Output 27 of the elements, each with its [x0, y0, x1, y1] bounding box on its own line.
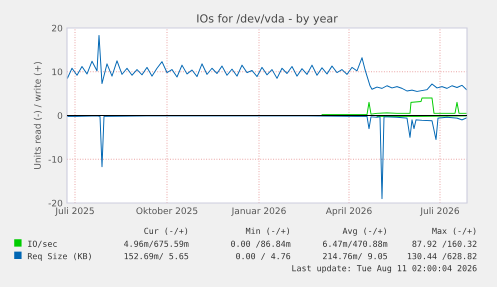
- text: 87.92 /160.32: [412, 240, 476, 248]
- x-tick-label: Oktober 2025: [136, 207, 198, 214]
- x-tick-label: Januar 2026: [231, 207, 286, 216]
- y-axis-title: Units read (-) / write (+): [34, 62, 42, 169]
- y-tick-label: -20: [48, 200, 62, 207]
- text: Cur (-/+): [144, 228, 188, 236]
- text: 152.69m/ 5.65: [124, 252, 188, 260]
- x-tick-label: Juli 2026: [420, 207, 460, 216]
- y-tick-label: 20: [52, 24, 62, 32]
- legend-label: IO/sec: [28, 240, 57, 248]
- chart-title: IOs for /dev/vda - by year: [197, 14, 338, 25]
- text: 0.00 /86.84m: [231, 240, 290, 248]
- legend-label: Req Size (KB): [28, 252, 91, 261]
- text: 4.96m/675.59m: [124, 240, 188, 248]
- text: 6.47m/470.88m: [322, 240, 388, 248]
- text: 0.00 / 4.76: [236, 252, 290, 260]
- text: Last update: Tue Aug 11 02:00:04 2026: [292, 264, 477, 274]
- text: Min (-/+): [246, 228, 290, 236]
- text: Max (-/+): [432, 228, 476, 236]
- y-tick-label: 10: [52, 68, 62, 76]
- text: 214.76m/ 9.05: [323, 252, 387, 260]
- y-tick-label: 0: [58, 112, 62, 120]
- x-tick-label: Juli 2025: [54, 207, 94, 216]
- y-tick-label: -10: [48, 156, 62, 163]
- text: 130.44 /628.82: [408, 252, 476, 260]
- text: Avg (-/+): [342, 228, 386, 236]
- x-tick-label: April 2026: [326, 207, 372, 216]
